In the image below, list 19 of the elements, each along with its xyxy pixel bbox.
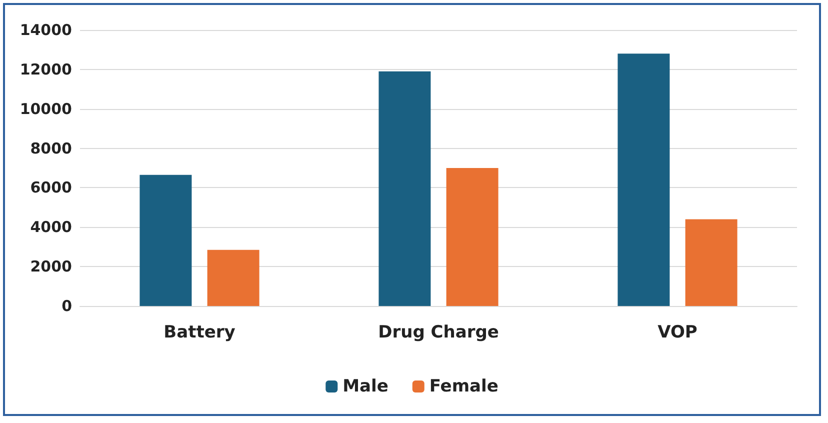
bar [207,250,260,306]
x-tick-label: Drug Charge [378,322,499,342]
bar [685,219,738,306]
y-tick-label: 14000 [20,21,72,39]
x-tick-label: Battery [164,322,236,342]
bar [618,54,670,306]
y-tick-label: 0 [62,297,72,315]
legend-label: Female [429,376,498,396]
bar [140,174,192,306]
y-tick-label: 6000 [30,178,72,197]
bar [446,168,498,306]
bar [378,71,431,306]
y-tick-label: 2000 [30,258,72,276]
y-tick-label: 8000 [30,139,72,158]
legend-label: Male [342,376,388,396]
y-tick-label: 12000 [20,60,72,78]
x-tick-label: VOP [658,322,698,342]
y-tick-label: 4000 [30,218,72,236]
y-tick-label: 10000 [20,100,72,118]
